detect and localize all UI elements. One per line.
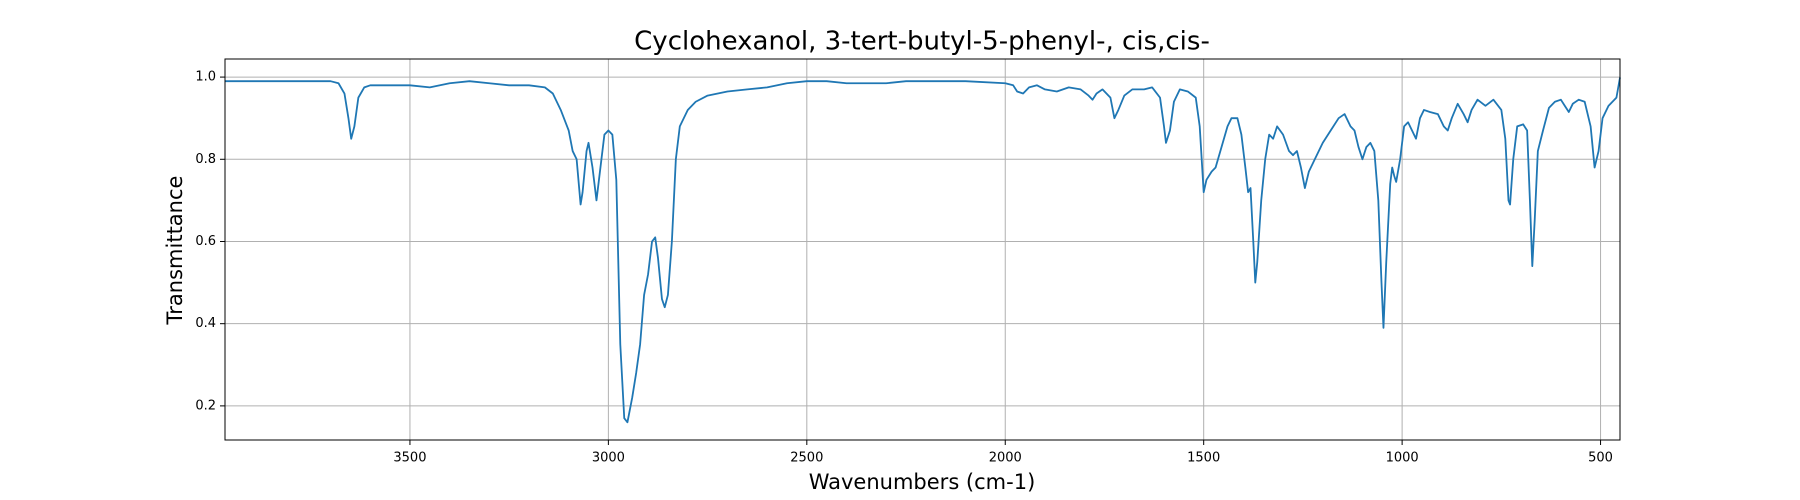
x-tick-label: 3000 xyxy=(592,451,625,466)
x-tick-label: 2000 xyxy=(989,451,1022,466)
x-tick-label: 2500 xyxy=(790,451,823,466)
x-tick-label: 1500 xyxy=(1187,451,1220,466)
x-tick-label: 500 xyxy=(1588,451,1613,466)
y-tick-label: 0.4 xyxy=(195,316,216,331)
y-tick-label: 0.2 xyxy=(195,398,216,413)
y-axis-label: Transmittance xyxy=(163,176,187,326)
y-tick-label: 0.8 xyxy=(195,152,216,167)
x-tick-label: 1000 xyxy=(1386,451,1419,466)
x-axis-label: Wavenumbers (cm-1) xyxy=(809,470,1036,494)
spectrum-line xyxy=(225,77,1621,424)
chart-title: Cyclohexanol, 3-tert-butyl-5-phenyl-, ci… xyxy=(634,27,1210,57)
y-tick-label: 1.0 xyxy=(195,70,216,85)
x-tick-label: 3500 xyxy=(393,451,426,466)
y-tick-label: 0.6 xyxy=(195,234,216,249)
plot-frame xyxy=(224,58,1621,441)
